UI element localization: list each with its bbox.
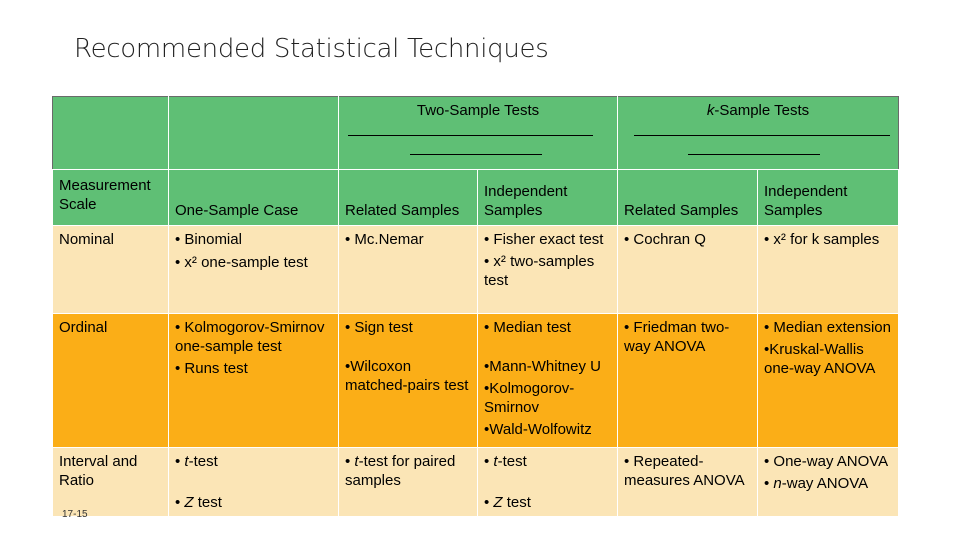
- col-header-measurement-scale: Measurement Scale: [52, 169, 169, 226]
- two-sample-group-header: Two-Sample Tests: [338, 96, 618, 170]
- two-sample-group-label: Two-Sample Tests: [416, 102, 540, 119]
- two-related-cell: • t-test for paired samples: [338, 447, 478, 517]
- group-rule: [634, 135, 890, 136]
- techniques-table: Two-Sample Tests k-Sample Tests Measurem…: [52, 96, 899, 517]
- col-header-two-independent: Independent Samples: [477, 169, 618, 226]
- group-header-row: Two-Sample Tests k-Sample Tests: [52, 96, 899, 170]
- t-test-item: • t-test: [175, 453, 218, 470]
- table-row-ordinal: Ordinal • Kolmogorov-Smirnov one-sample …: [52, 313, 899, 448]
- one-sample-cell: • Kolmogorov-Smirnov one-sample test • R…: [168, 313, 339, 448]
- k-related-cell: • Friedman two-way ANOVA: [617, 313, 758, 448]
- z-test-item: • Z test: [484, 494, 531, 511]
- paired-t-test-item: • t-test for paired samples: [345, 453, 456, 489]
- table-row-interval-ratio: Interval and Ratio • t-test • Z test • t…: [52, 447, 899, 517]
- two-independent-cell: • t-test • Z test: [477, 447, 618, 517]
- k-sample-group-label: k-Sample Tests: [706, 102, 810, 119]
- k-related-cell: • Cochran Q: [617, 225, 758, 314]
- group-rule: [410, 154, 542, 155]
- scale-cell: Interval and Ratio: [52, 447, 169, 517]
- k-independent-cell: • One-way ANOVA • n-way ANOVA: [757, 447, 899, 517]
- group-rule: [688, 154, 820, 155]
- n-way-anova-item: • n-way ANOVA: [764, 475, 869, 492]
- k-sample-group-header: k-Sample Tests: [617, 96, 899, 170]
- group-rule: [348, 135, 593, 136]
- column-header-row: Measurement Scale One-Sample Case Relate…: [52, 169, 899, 226]
- table-row-nominal: Nominal • Binomial • x² one-sample test …: [52, 225, 899, 314]
- col-header-one-sample: One-Sample Case: [168, 169, 339, 226]
- col-header-two-related: Related Samples: [338, 169, 478, 226]
- header-blank-cell: [168, 96, 339, 170]
- scale-cell: Ordinal: [52, 313, 169, 448]
- slide-number: 17-15: [62, 509, 88, 520]
- col-header-k-independent: Independent Samples: [757, 169, 899, 226]
- two-related-cell: • Mc.Nemar: [338, 225, 478, 314]
- k-independent-cell: • Median extension •Kruskal-Wallis one-w…: [757, 313, 899, 448]
- k-independent-cell: • x² for k samples: [757, 225, 899, 314]
- one-sample-cell: • Binomial • x² one-sample test: [168, 225, 339, 314]
- one-sample-cell: • t-test • Z test: [168, 447, 339, 517]
- two-independent-cell: • Fisher exact test • x² two-samples tes…: [477, 225, 618, 314]
- col-header-k-related: Related Samples: [617, 169, 758, 226]
- slide-title: Recommended Statistical Techniques: [74, 34, 549, 64]
- two-independent-cell: • Median test •Mann-Whitney U •Kolmogoro…: [477, 313, 618, 448]
- header-blank-cell: [52, 96, 169, 170]
- scale-cell: Nominal: [52, 225, 169, 314]
- t-test-item: • t-test: [484, 453, 527, 470]
- z-test-item: • Z test: [175, 494, 222, 511]
- k-related-cell: • Repeated-measures ANOVA: [617, 447, 758, 517]
- two-related-cell: • Sign test •Wilcoxon matched-pairs test: [338, 313, 478, 448]
